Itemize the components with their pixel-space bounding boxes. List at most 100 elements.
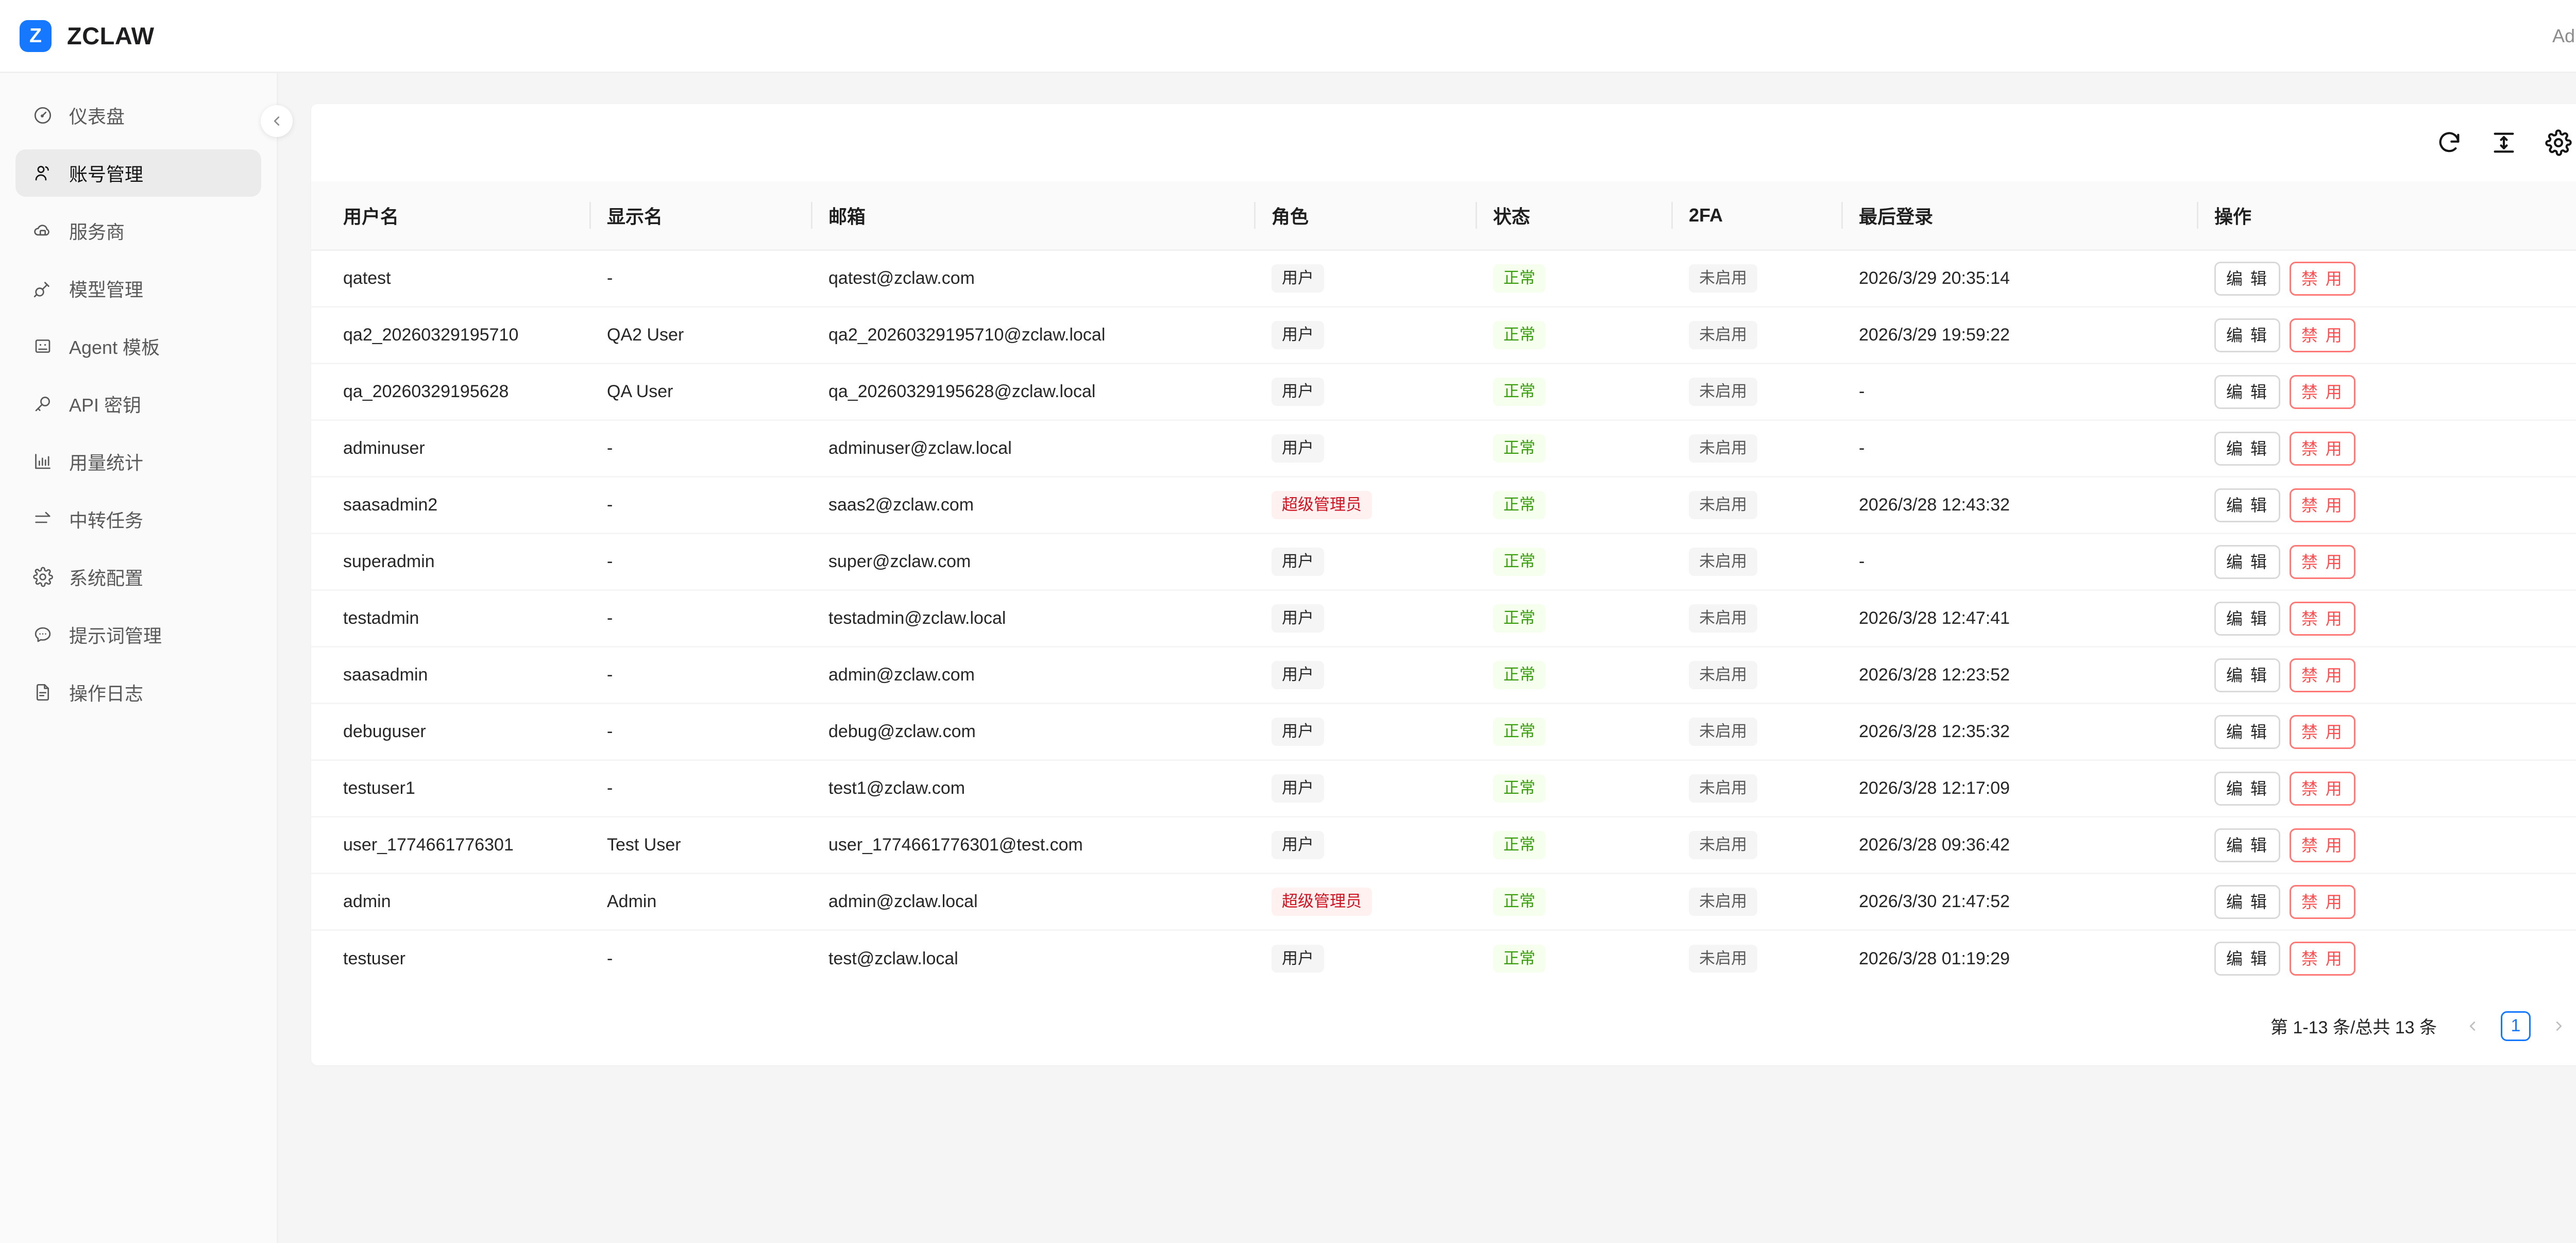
edit-button[interactable]: 编 辑 — [2214, 318, 2280, 352]
disable-button[interactable]: 禁 用 — [2289, 488, 2355, 522]
cell-email: debug@zclaw.com — [811, 703, 1254, 761]
cell-2fa: 未启用 — [1671, 476, 1841, 534]
sidebar-item-11[interactable]: 操作日志 — [15, 669, 261, 716]
cell-actions: 编 辑禁 用 — [2197, 250, 2576, 308]
cell-role: 用户 — [1254, 307, 1476, 364]
column-header-username[interactable]: 用户名 — [311, 181, 589, 251]
disable-button[interactable]: 禁 用 — [2289, 884, 2355, 919]
sidebar-item-5[interactable]: Agent 模板 — [15, 322, 261, 370]
plug-icon — [32, 278, 54, 299]
cell-2fa: 未启用 — [1671, 250, 1841, 308]
cell-last-login: 2026/3/30 21:47:52 — [1841, 873, 2197, 931]
table-row: saasadmin2- saas2@zclaw.com 超级管理员 正常 未启用 2026… — [311, 476, 2576, 534]
cell-2fa: 未启用 — [1671, 420, 1841, 478]
column-header-lastlogin[interactable]: 最后登录 — [1841, 181, 2197, 251]
column-header-2fa[interactable]: 2FA — [1671, 181, 1841, 251]
cell-actions: 编 辑禁 用 — [2197, 930, 2576, 987]
disable-button[interactable]: 禁 用 — [2289, 658, 2355, 692]
role-badge: 用户 — [1272, 661, 1324, 689]
table-row: qa2_20260329195710 QA2 User qa2_2026032919… — [311, 307, 2576, 364]
column-header-status[interactable]: 状态 — [1476, 181, 1671, 251]
pagination-page-1[interactable]: 1 — [2501, 1011, 2531, 1041]
current-user-label[interactable]: Admin — [2552, 25, 2576, 46]
cell-actions: 编 辑禁 用 — [2197, 646, 2576, 704]
cell-username: qatest — [311, 250, 589, 308]
pagination-next-button[interactable] — [2545, 1012, 2573, 1040]
cell-status: 正常 — [1476, 476, 1671, 534]
disable-button[interactable]: 禁 用 — [2289, 601, 2355, 636]
disable-button[interactable]: 禁 用 — [2289, 544, 2355, 579]
edit-button[interactable]: 编 辑 — [2214, 601, 2280, 636]
disable-button[interactable]: 禁 用 — [2289, 828, 2355, 862]
sidebar-item-9[interactable]: 系统配置 — [15, 553, 261, 601]
sidebar-item-4[interactable]: 模型管理 — [15, 265, 261, 312]
cell-email: qa2_20260329195710@zclaw.local — [811, 307, 1254, 364]
role-badge: 用户 — [1272, 831, 1324, 859]
edit-button[interactable]: 编 辑 — [2214, 714, 2280, 749]
row-actions: 编 辑禁 用 — [2214, 828, 2576, 862]
column-header-displayname[interactable]: 显示名 — [589, 181, 811, 251]
sidebar: 仪表盘账号管理服务商模型管理 Agent 模板 API 密钥用量统计中转任务系统配置… — [0, 73, 293, 1243]
disable-button[interactable]: 禁 用 — [2289, 318, 2355, 352]
sidebar-item-6[interactable]: API 密钥 — [15, 380, 261, 428]
sidebar-item-10[interactable]: 提示词管理 — [15, 611, 261, 658]
cell-actions: 编 辑禁 用 — [2197, 476, 2576, 534]
disable-button[interactable]: 禁 用 — [2289, 261, 2355, 296]
edit-button[interactable]: 编 辑 — [2214, 771, 2280, 806]
edit-button[interactable]: 编 辑 — [2214, 828, 2280, 862]
cloud-icon — [32, 220, 54, 242]
edit-button[interactable]: 编 辑 — [2214, 884, 2280, 919]
edit-button[interactable]: 编 辑 — [2214, 374, 2280, 409]
users-icon — [32, 162, 54, 184]
table-settings-button[interactable] — [2544, 128, 2573, 157]
disable-button[interactable]: 禁 用 — [2289, 431, 2355, 466]
cell-actions: 编 辑禁 用 — [2197, 363, 2576, 421]
cell-role: 用户 — [1254, 646, 1476, 704]
edit-button[interactable]: 编 辑 — [2214, 942, 2280, 976]
disable-button[interactable]: 禁 用 — [2289, 771, 2355, 806]
table-row: user_1774661776301 Test User user_17746617… — [311, 816, 2576, 874]
sidebar-item-2[interactable]: 账号管理 — [15, 149, 261, 197]
row-height-button[interactable] — [2489, 128, 2518, 157]
edit-button[interactable]: 编 辑 — [2214, 658, 2280, 692]
sidebar-item-7[interactable]: 用量统计 — [15, 438, 261, 485]
role-badge: 用户 — [1272, 434, 1324, 463]
twofa-badge: 未启用 — [1689, 661, 1757, 689]
cell-displayname: - — [589, 533, 811, 591]
row-actions: 编 辑禁 用 — [2214, 658, 2576, 692]
sidebar-item-label: 提示词管理 — [69, 625, 162, 646]
cell-role: 用户 — [1254, 363, 1476, 421]
cell-email: test1@zclaw.com — [811, 760, 1254, 818]
column-header-role[interactable]: 角色 — [1254, 181, 1476, 251]
cell-displayname: - — [607, 948, 613, 968]
cell-status: 正常 — [1476, 873, 1671, 931]
disable-button[interactable]: 禁 用 — [2289, 942, 2355, 976]
sidebar-collapse-button[interactable] — [261, 105, 293, 137]
cell-actions: 编 辑禁 用 — [2197, 816, 2576, 874]
table-row: debuguser - debug@zclaw.com 用户 正常 未启用 2026/3/2… — [311, 703, 2576, 761]
cell-displayname: - — [589, 646, 811, 704]
edit-button[interactable]: 编 辑 — [2214, 261, 2280, 296]
role-badge: 用户 — [1272, 945, 1324, 973]
column-header-email[interactable]: 邮箱 — [811, 181, 1254, 251]
cell-last-login: 2026/3/28 09:36:42 — [1841, 816, 2197, 874]
disable-button[interactable]: 禁 用 — [2289, 714, 2355, 749]
row-actions: 编 辑禁 用 — [2214, 261, 2576, 296]
sidebar-item-label: 服务商 — [69, 222, 125, 243]
brand[interactable]: Z ZCLAW — [20, 20, 155, 52]
edit-button[interactable]: 编 辑 — [2214, 431, 2280, 466]
edit-button[interactable]: 编 辑 — [2214, 544, 2280, 579]
disable-button[interactable]: 禁 用 — [2289, 374, 2355, 409]
twofa-badge: 未启用 — [1689, 831, 1757, 859]
cell-displayname: QA2 User — [589, 307, 811, 364]
sidebar-item-1[interactable]: 仪表盘 — [15, 92, 261, 139]
sidebar-item-8[interactable]: 中转任务 — [15, 496, 261, 543]
refresh-button[interactable] — [2435, 128, 2464, 157]
brand-logo-icon: Z — [20, 20, 52, 52]
status-badge: 正常 — [1493, 434, 1546, 463]
sidebar-item-3[interactable]: 服务商 — [15, 207, 261, 254]
status-badge: 正常 — [1493, 604, 1546, 633]
edit-button[interactable]: 编 辑 — [2214, 488, 2280, 522]
sidebar-item-label: 用量统计 — [69, 452, 144, 473]
pagination-prev-button[interactable] — [2459, 1012, 2486, 1040]
